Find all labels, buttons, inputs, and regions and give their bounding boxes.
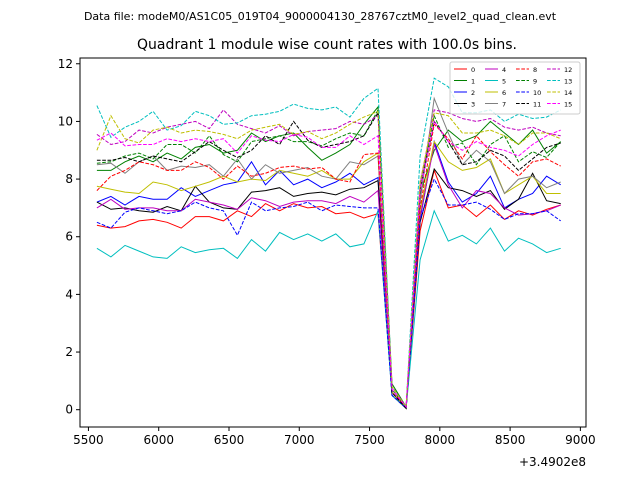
series-line-8: [96, 123, 561, 408]
legend-label-5: 5: [502, 78, 506, 86]
legend-label-4: 4: [502, 66, 506, 74]
legend-label-0: 0: [471, 66, 475, 74]
legend-label-7: 7: [502, 101, 506, 109]
y-tick-label: 0: [65, 403, 73, 417]
series-line-15: [96, 120, 561, 409]
legend-label-13: 13: [564, 78, 572, 86]
legend-label-11: 11: [533, 101, 541, 109]
series-line-12: [96, 109, 561, 409]
y-tick-label: 4: [65, 287, 73, 301]
legend-label-12: 12: [564, 66, 572, 74]
axes-frame: [79, 57, 587, 428]
x-tick-label: 7000: [284, 433, 315, 447]
y-tick-label: 10: [58, 114, 73, 128]
series-line-1: [96, 105, 562, 409]
series-line-4: [96, 142, 561, 410]
x-tick-label: 6500: [214, 433, 245, 447]
x-tick-label: 6000: [143, 433, 174, 447]
series-line-11: [96, 111, 561, 410]
x-axis-offset-label: +3.4902e8: [519, 455, 586, 469]
series-lines: [96, 77, 562, 410]
x-tick-label: 8500: [495, 433, 526, 447]
x-tick-label: 7500: [354, 433, 385, 447]
legend-label-8: 8: [533, 66, 537, 74]
x-axis: 5500 6000 6500 7000 7500 8000 8500 9000: [73, 427, 596, 447]
series-line-13: [96, 77, 561, 409]
legend-label-10: 10: [533, 89, 541, 97]
plot-area: 5500 6000 6500 7000 7500 8000 8500 9000 0246810…: [58, 57, 596, 469]
series-line-6: [96, 140, 561, 410]
y-tick-label: 8: [65, 172, 73, 186]
series-line-14: [96, 110, 561, 409]
series-line-5: [96, 209, 561, 410]
legend-box: [449, 61, 581, 115]
legend-label-1: 1: [471, 78, 475, 86]
y-tick-label: 2: [65, 345, 73, 359]
series-line-2: [96, 139, 561, 410]
y-tick-label: 6: [65, 230, 73, 244]
x-tick-label: 5500: [73, 433, 104, 447]
series-line-10: [96, 177, 561, 410]
legend-label-6: 6: [502, 89, 506, 97]
series-line-0: [96, 168, 561, 410]
legend-label-3: 3: [471, 101, 475, 109]
x-tick-label: 9000: [565, 433, 596, 447]
legend-label-9: 9: [533, 78, 537, 86]
y-tick-label: 12: [58, 57, 73, 71]
x-tick-label: 8000: [425, 433, 456, 447]
series-line-3: [96, 167, 561, 410]
chart-title: Quadrant 1 module wise count rates with …: [137, 37, 517, 53]
legend-label-2: 2: [471, 89, 475, 97]
legend-label-14: 14: [564, 89, 572, 97]
data-file-caption: Data file: modeM0/AS1C05_019T04_90000041…: [84, 10, 557, 23]
y-axis: 0 2 4 6 8 10 12: [58, 57, 80, 417]
series-line-9: [96, 108, 562, 409]
legend-label-15: 15: [564, 101, 572, 109]
